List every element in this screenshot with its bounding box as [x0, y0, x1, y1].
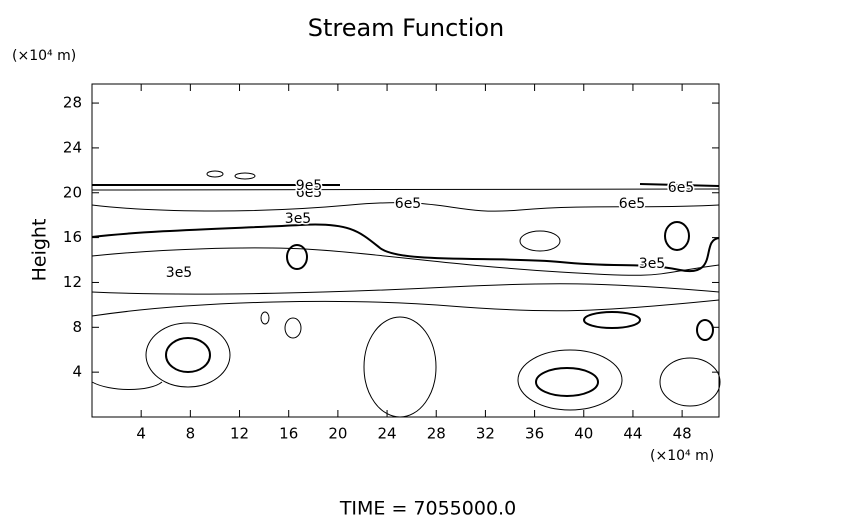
- x-tick-label: 36: [525, 425, 544, 443]
- contour-label: 6e5: [395, 196, 421, 212]
- x-tick-label: 20: [328, 425, 347, 443]
- x-tick-label: 4: [136, 425, 146, 443]
- y-tick-label: 16: [63, 228, 82, 246]
- y-tick-label: 28: [63, 94, 82, 112]
- y-tick-label: 12: [63, 273, 82, 291]
- x-tick-label: 12: [230, 425, 249, 443]
- x-tick-label: 24: [378, 425, 397, 443]
- contour-label: 6e5: [619, 196, 645, 212]
- contour-label: 3e5: [285, 211, 311, 227]
- x-tick-label: 48: [673, 425, 692, 443]
- x-tick-label: 32: [476, 425, 495, 443]
- y-tick-label: 24: [63, 138, 82, 156]
- x-tick-label: 28: [427, 425, 446, 443]
- contour-label: 6e5: [668, 180, 694, 196]
- y-axis-label: Height: [29, 219, 51, 282]
- contour-label: 9e5: [296, 178, 322, 194]
- x-tick-label: 44: [623, 425, 642, 443]
- chart-title: Stream Function: [308, 14, 505, 42]
- contour-label: 3e5: [166, 265, 192, 281]
- plot-frame: [91, 83, 720, 418]
- y-tick-label: 8: [72, 318, 82, 336]
- contours: [91, 170, 721, 418]
- contour-label: 6e5: [296, 185, 322, 201]
- x-tick-label: 40: [574, 425, 593, 443]
- x-tick-label: 16: [279, 425, 298, 443]
- footer: TIME = 7055000.0: [339, 498, 516, 519]
- y-unit: (×10⁴ m): [12, 48, 76, 64]
- y-tick-label: 20: [63, 183, 82, 201]
- x-unit: (×10⁴ m): [650, 448, 714, 464]
- x-tick-label: 8: [186, 425, 196, 443]
- y-tick-label: 4: [72, 363, 82, 381]
- contour-label: 3e5: [639, 256, 665, 272]
